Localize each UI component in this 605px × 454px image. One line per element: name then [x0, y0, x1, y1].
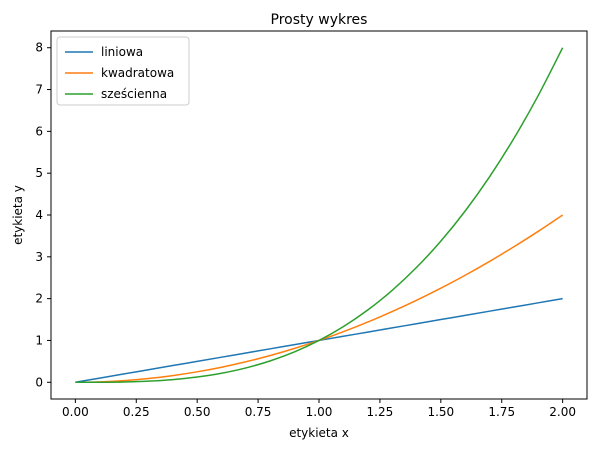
x-tick-label: 0.50 — [184, 405, 211, 419]
x-tick-label: 1.75 — [488, 405, 515, 419]
legend-label: kwadratowa — [101, 66, 174, 80]
x-tick-label: 0.00 — [62, 405, 89, 419]
y-tick-label: 0 — [35, 375, 43, 389]
y-tick-label: 3 — [35, 250, 43, 264]
y-tick-label: 6 — [35, 124, 43, 138]
y-tick-label: 7 — [35, 83, 43, 97]
x-axis: 0.00 0.25 0.50 0.75 1.00 1.25 1.50 1.75 2.00 — [62, 399, 576, 419]
series-line-kwadratowa — [75, 214, 564, 384]
y-tick-label: 5 — [35, 166, 43, 180]
y-tick-label: 2 — [35, 292, 43, 306]
y-tick-label: 1 — [35, 333, 43, 347]
y-axis-label: etykieta y — [11, 185, 25, 245]
series-group — [75, 47, 564, 384]
legend-box — [56, 36, 190, 106]
x-tick-label: 1.00 — [306, 405, 333, 419]
y-axis: 0 1 2 3 4 5 6 7 8 — [35, 41, 51, 389]
legend-label: sześcienna — [101, 87, 167, 101]
x-tick-label: 2.00 — [549, 405, 576, 419]
x-tick-label: 1.50 — [427, 405, 454, 419]
x-tick-label: 1.25 — [367, 405, 394, 419]
x-axis-label: etykieta x — [289, 426, 349, 440]
legend: liniowa kwadratowa sześcienna — [56, 36, 190, 106]
y-tick-label: 8 — [35, 41, 43, 55]
x-tick-label: 0.75 — [245, 405, 272, 419]
y-tick-label: 4 — [35, 208, 43, 222]
x-tick-label: 0.25 — [123, 405, 150, 419]
series-line-sześcienna — [75, 47, 564, 384]
chart-title: Prosty wykres — [271, 12, 368, 28]
legend-label: liniowa — [101, 45, 143, 59]
